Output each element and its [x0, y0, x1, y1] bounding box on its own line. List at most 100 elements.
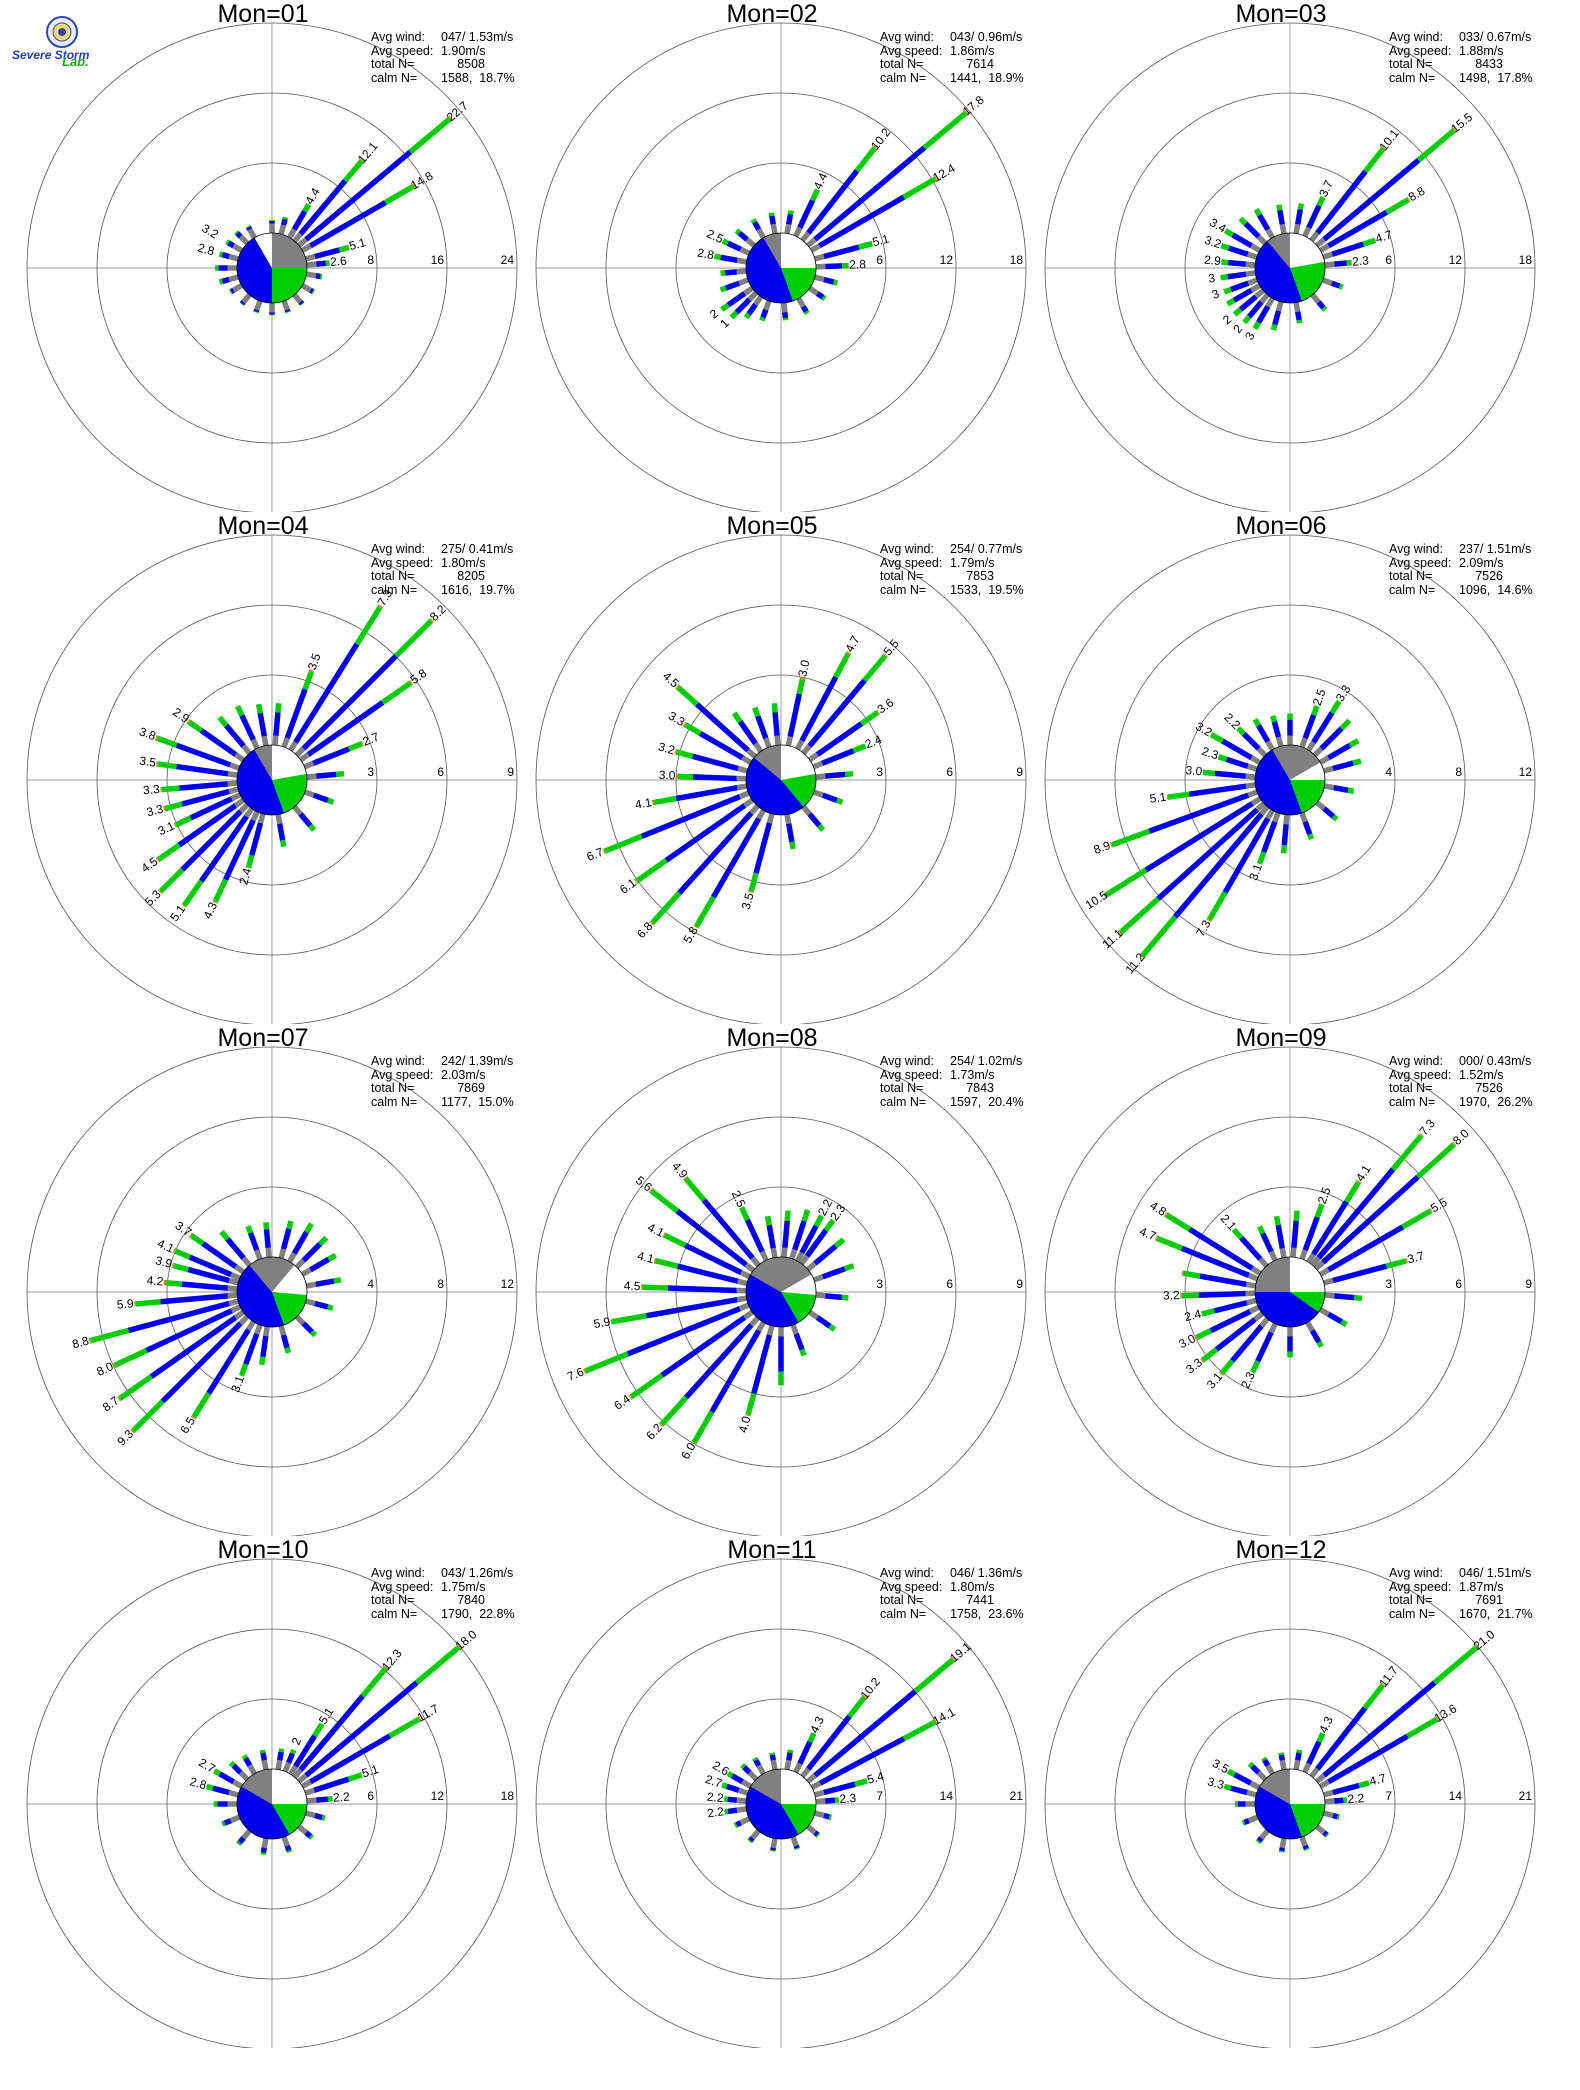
petal-segment [814, 253, 825, 262]
petal-segment [1200, 1358, 1205, 1364]
petal-segment [799, 1224, 819, 1255]
petal-segment [650, 891, 682, 925]
petal-segment [862, 654, 888, 683]
petal-segment [749, 804, 760, 815]
stat-value: 1758, 23.6% [950, 1606, 1024, 1621]
petal-segment [1293, 1210, 1300, 1222]
petal-segment [782, 1220, 790, 1248]
calm-pie [745, 1256, 817, 1328]
panel-title: Mon=09 [1235, 1024, 1327, 1052]
petal-segment [1245, 270, 1256, 277]
petal [1324, 1292, 1363, 1302]
petal-segment [1250, 796, 1262, 806]
petal-segment [770, 1837, 778, 1849]
petal-segment [1239, 1235, 1263, 1261]
petal-segment [1223, 1783, 1232, 1791]
petal [778, 1327, 784, 1386]
petal-segment [790, 1323, 799, 1335]
petal-segment [782, 317, 789, 321]
petal [1310, 293, 1328, 312]
petal-segment [247, 1232, 260, 1252]
petal-segment [230, 792, 242, 802]
petal-segment [815, 1315, 832, 1329]
petal-segment [113, 1348, 148, 1368]
pie-slice [781, 1274, 816, 1296]
petal [260, 1837, 269, 1856]
petal-segment [232, 243, 244, 253]
stat-label: Avg speed: [371, 555, 434, 570]
petal [1220, 243, 1258, 260]
petal-segment [724, 1808, 729, 1815]
petal-segment [1188, 783, 1247, 797]
stat-label: Avg speed: [880, 1067, 943, 1082]
petal-segment [1166, 794, 1169, 801]
petal [602, 790, 750, 855]
petal-segment [282, 216, 289, 221]
petal-segment [1358, 1780, 1370, 1789]
petal-segment [308, 1834, 314, 1840]
petal [297, 115, 453, 248]
petal-segment [1227, 271, 1247, 280]
ring-label: 6 [946, 765, 953, 779]
petal [793, 1732, 817, 1774]
petal-segment [740, 1763, 747, 1770]
petal [743, 295, 764, 320]
petal-label: 8.9 [1092, 838, 1113, 857]
petal-segment [1315, 1773, 1326, 1784]
petal-segment [859, 710, 880, 726]
petal-segment [832, 279, 839, 286]
petal-segment [228, 289, 233, 295]
petal-segment [821, 1266, 846, 1280]
stat-label: Avg speed: [1389, 555, 1452, 570]
petal-segment [156, 842, 181, 862]
petal [221, 1814, 241, 1827]
pie-slice [781, 233, 816, 268]
petal [721, 238, 751, 256]
pie-slice [745, 237, 793, 304]
stat-row: total N= 7691 [1389, 1594, 1533, 1608]
petal-segment [801, 744, 812, 755]
petal [253, 299, 263, 314]
petal-segment [734, 297, 752, 315]
petal-segment [676, 1263, 739, 1284]
pie-slice [746, 1274, 799, 1327]
petal-segment [1332, 1812, 1339, 1820]
petal-segment [260, 1847, 267, 1854]
petal-segment [347, 1772, 363, 1782]
petal [1310, 1132, 1425, 1267]
stat-row: Avg wind: 000/ 0.43m/s [1389, 1054, 1533, 1069]
petal-segment [1401, 1208, 1432, 1230]
petal [648, 1187, 756, 1273]
petal-segment [815, 721, 863, 757]
petal-segment [1272, 811, 1281, 823]
petal-segment [294, 1314, 306, 1326]
petal-segment [299, 301, 305, 306]
petal-segment [1247, 789, 1259, 798]
petal-segment [1180, 1293, 1182, 1299]
petal-segment [1321, 277, 1333, 286]
petal-segment [241, 744, 252, 755]
petal [306, 770, 345, 780]
petal-label: 3 [1210, 286, 1221, 302]
petal-segment [748, 872, 759, 893]
petal-segment [1311, 705, 1320, 716]
petal [1253, 208, 1275, 240]
petal-segment [228, 253, 239, 262]
pie-slice [1272, 745, 1290, 780]
petal-segment [933, 1718, 938, 1725]
ring-label: 7 [1385, 1789, 1392, 1803]
stat-value: 2.03m/s [441, 1067, 486, 1082]
petal-label: 3.5 [305, 651, 324, 672]
petal [217, 715, 252, 755]
stat-value: 7691 [1475, 1593, 1503, 1608]
petal [658, 1316, 760, 1428]
stat-row: calm N= 1790, 22.8% [371, 1607, 515, 1622]
petal-segment [1322, 806, 1336, 819]
petal [814, 274, 839, 286]
petal-segment [817, 823, 826, 832]
petal [272, 703, 282, 746]
petal-segment [284, 1347, 291, 1354]
petal-segment [808, 752, 819, 763]
petal [1163, 1211, 1262, 1276]
